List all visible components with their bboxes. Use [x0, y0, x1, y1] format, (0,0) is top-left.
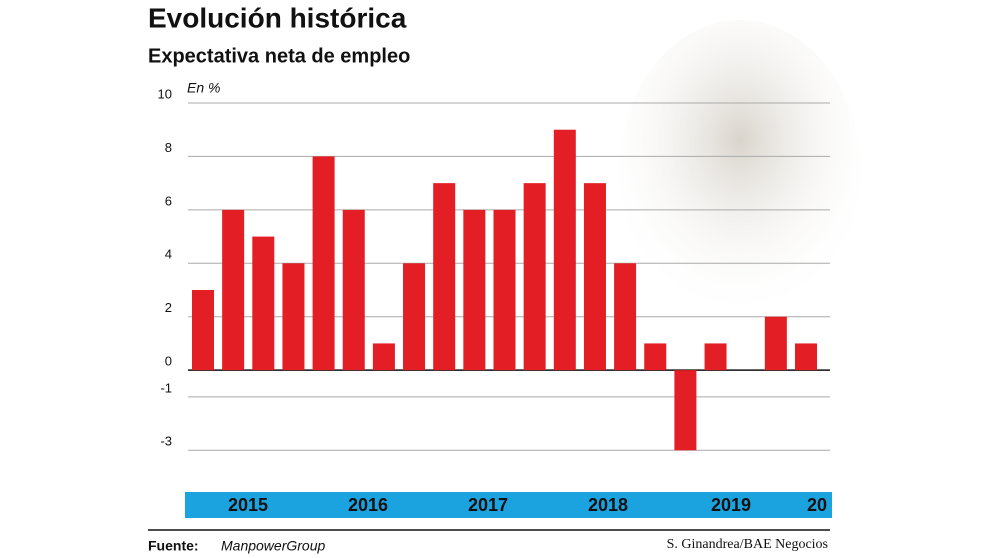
year-label: 20 [807, 495, 827, 515]
bar [523, 183, 546, 371]
bar [674, 370, 697, 451]
bar [493, 209, 516, 371]
bar [433, 183, 456, 371]
year-label: 2016 [348, 495, 388, 515]
bar [644, 343, 667, 371]
credit: S. Ginandrea/BAE Negocios [667, 537, 828, 552]
y-tick-label: 6 [165, 193, 172, 208]
y-tick-label: 0 [165, 354, 172, 369]
bar [403, 263, 426, 371]
photo-backdrop [620, 20, 860, 320]
y-tick-label: 10 [158, 86, 172, 101]
bar [764, 316, 787, 371]
bar [372, 343, 395, 371]
year-label: 2018 [588, 495, 628, 515]
source-label: Fuente: [148, 538, 199, 554]
year-label: 2015 [228, 495, 268, 515]
bar [553, 129, 576, 371]
bar [463, 209, 486, 371]
chart-subtitle: Expectativa neta de empleo [148, 45, 410, 67]
y-tick-label: -1 [160, 380, 172, 395]
bar [795, 343, 817, 371]
y-unit: En % [187, 80, 220, 96]
bar [282, 263, 305, 371]
year-label: 2017 [468, 495, 508, 515]
bar [222, 209, 245, 371]
bar [614, 263, 637, 371]
y-tick-label: 4 [165, 247, 172, 262]
bar [252, 236, 275, 371]
y-tick-label: -3 [160, 434, 172, 449]
year-band [185, 492, 832, 518]
bar [704, 343, 727, 371]
y-tick-label: 2 [165, 300, 172, 315]
bar [312, 156, 335, 371]
bar [342, 209, 365, 371]
bar [192, 290, 214, 371]
bar [583, 183, 606, 371]
chart-title: Evolución histórica [148, 2, 407, 33]
y-tick-label: 8 [165, 140, 172, 155]
source: ManpowerGroup [221, 538, 325, 554]
year-label: 2019 [711, 495, 751, 515]
